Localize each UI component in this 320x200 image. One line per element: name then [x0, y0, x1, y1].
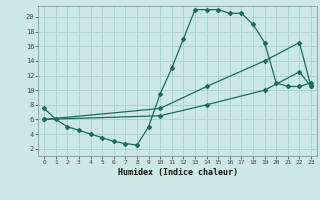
X-axis label: Humidex (Indice chaleur): Humidex (Indice chaleur): [118, 168, 238, 177]
